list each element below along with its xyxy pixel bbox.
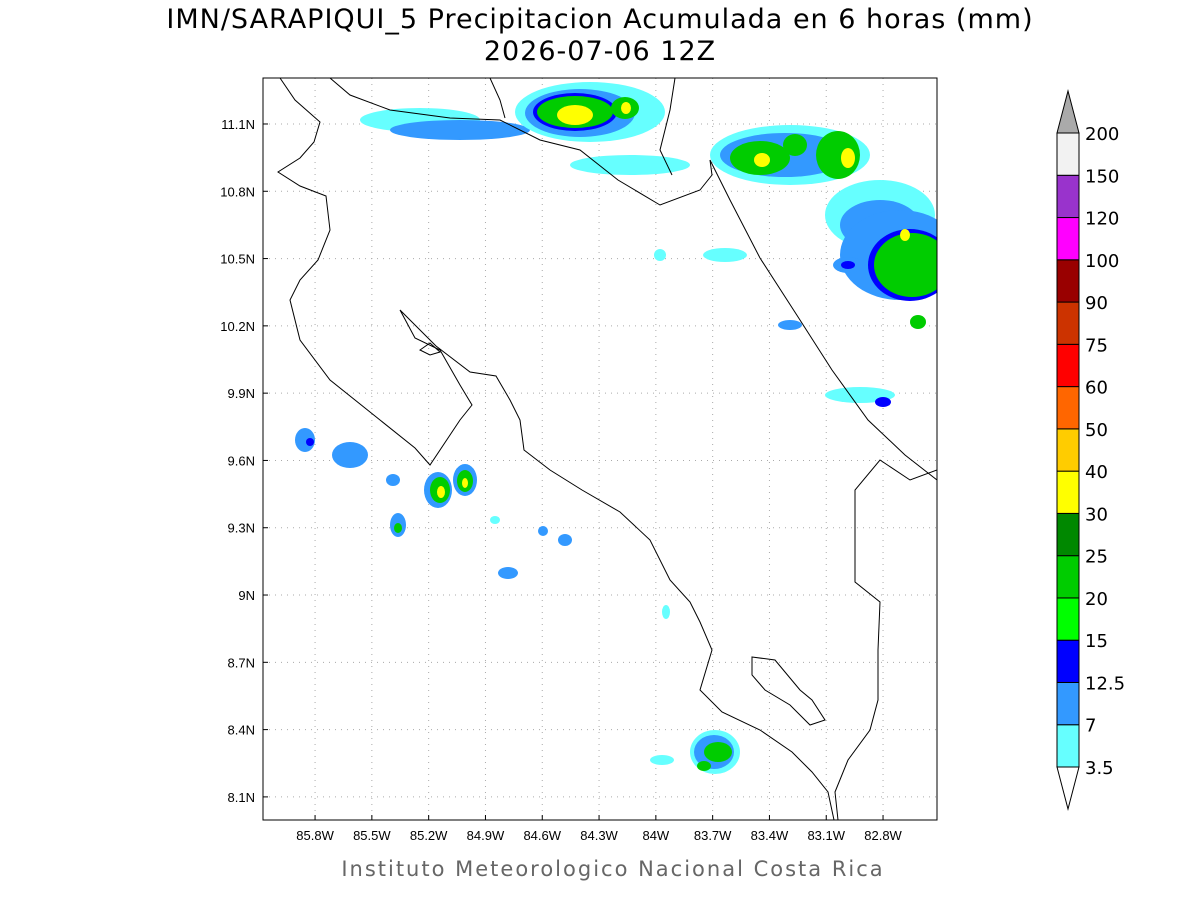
colorbar-label: 20 bbox=[1085, 589, 1108, 610]
grid bbox=[263, 78, 937, 820]
colorbar-box bbox=[1056, 301, 1080, 345]
colorbar-label: 200 bbox=[1085, 124, 1119, 145]
colorbar-label: 150 bbox=[1085, 166, 1119, 187]
colorbar-under bbox=[1056, 766, 1080, 811]
colorbar-box bbox=[1056, 639, 1080, 683]
colorbar-box bbox=[1056, 343, 1080, 388]
x-tick-label: 83.7W bbox=[694, 828, 732, 843]
colorbar-box bbox=[1056, 174, 1080, 219]
colorbar-label: 30 bbox=[1085, 504, 1108, 525]
y-tick-label: 9.9N bbox=[228, 386, 255, 401]
y-tick-label: 9.3N bbox=[228, 521, 255, 536]
colorbar-label: 15 bbox=[1085, 631, 1108, 652]
colorbar-label: 7 bbox=[1085, 716, 1096, 737]
x-tick-label: 83.4W bbox=[751, 828, 789, 843]
colorbar-label: 3.5 bbox=[1085, 758, 1114, 779]
colorbar-box bbox=[1056, 470, 1080, 514]
colorbar-label: 75 bbox=[1085, 335, 1108, 356]
colorbar-over bbox=[1056, 89, 1080, 134]
colorbar-label: 90 bbox=[1085, 293, 1108, 314]
colorbar-label: 100 bbox=[1085, 251, 1119, 272]
precipitation bbox=[295, 82, 937, 774]
colorbar-label: 120 bbox=[1085, 209, 1119, 230]
x-tick-label: 84.6W bbox=[523, 828, 561, 843]
axes: 85.8W 85.5W 85.2W 84.9W 84.6W 84.3W 84W 83.7W 83… bbox=[220, 117, 902, 843]
x-tick-label: 85.5W bbox=[353, 828, 391, 843]
colorbar-label: 12.5 bbox=[1085, 673, 1125, 694]
colorbar-label: 40 bbox=[1085, 462, 1108, 483]
colorbar-box bbox=[1056, 259, 1080, 303]
y-tick-label: 9.6N bbox=[228, 453, 255, 468]
x-tick-label: 83.1W bbox=[807, 828, 845, 843]
colorbar-box bbox=[1056, 724, 1080, 768]
colorbar-label: 50 bbox=[1085, 420, 1108, 441]
colorbar-box bbox=[1056, 512, 1080, 557]
y-tick-label: 10.5N bbox=[220, 252, 255, 267]
colorbar-box bbox=[1056, 681, 1080, 726]
footer: Instituto Meteorologico Nacional Costa R… bbox=[341, 857, 884, 881]
map-frame bbox=[262, 77, 938, 821]
x-tick-label: 82.8W bbox=[864, 828, 902, 843]
subtitle: 2026-07-06 12Z bbox=[484, 36, 716, 67]
y-tick-label: 9N bbox=[238, 588, 255, 603]
colorbar-box bbox=[1056, 217, 1080, 261]
colorbar-label: 60 bbox=[1085, 378, 1108, 399]
y-tick-label: 8.7N bbox=[228, 655, 255, 670]
y-tick-label: 8.1N bbox=[228, 790, 255, 805]
colorbar-box bbox=[1056, 555, 1080, 599]
y-tick-label: 10.8N bbox=[220, 184, 255, 199]
x-tick-label: 84.9W bbox=[467, 828, 505, 843]
y-tick-label: 11.1N bbox=[221, 117, 255, 132]
colorbar-box bbox=[1056, 428, 1080, 472]
x-tick-label: 85.8W bbox=[296, 828, 334, 843]
colorbar-box bbox=[1056, 132, 1080, 176]
coastlines bbox=[277, 78, 937, 820]
title: IMN/SARAPIQUI_5 Precipitacion Acumulada … bbox=[166, 4, 1033, 35]
colorbar-box bbox=[1056, 386, 1080, 430]
colorbar-box bbox=[1056, 597, 1080, 641]
colorbar: 3.5 7 12.5 15 20 25 30 40 50 60 75 90 100 120 150 200 bbox=[1056, 89, 1125, 811]
y-tick-label: 10.2N bbox=[220, 319, 255, 334]
x-tick-label: 84.3W bbox=[580, 828, 618, 843]
x-tick-label: 85.2W bbox=[410, 828, 448, 843]
x-tick-label: 84W bbox=[642, 828, 669, 843]
colorbar-label: 25 bbox=[1085, 547, 1108, 568]
y-tick-label: 8.4N bbox=[228, 723, 255, 738]
